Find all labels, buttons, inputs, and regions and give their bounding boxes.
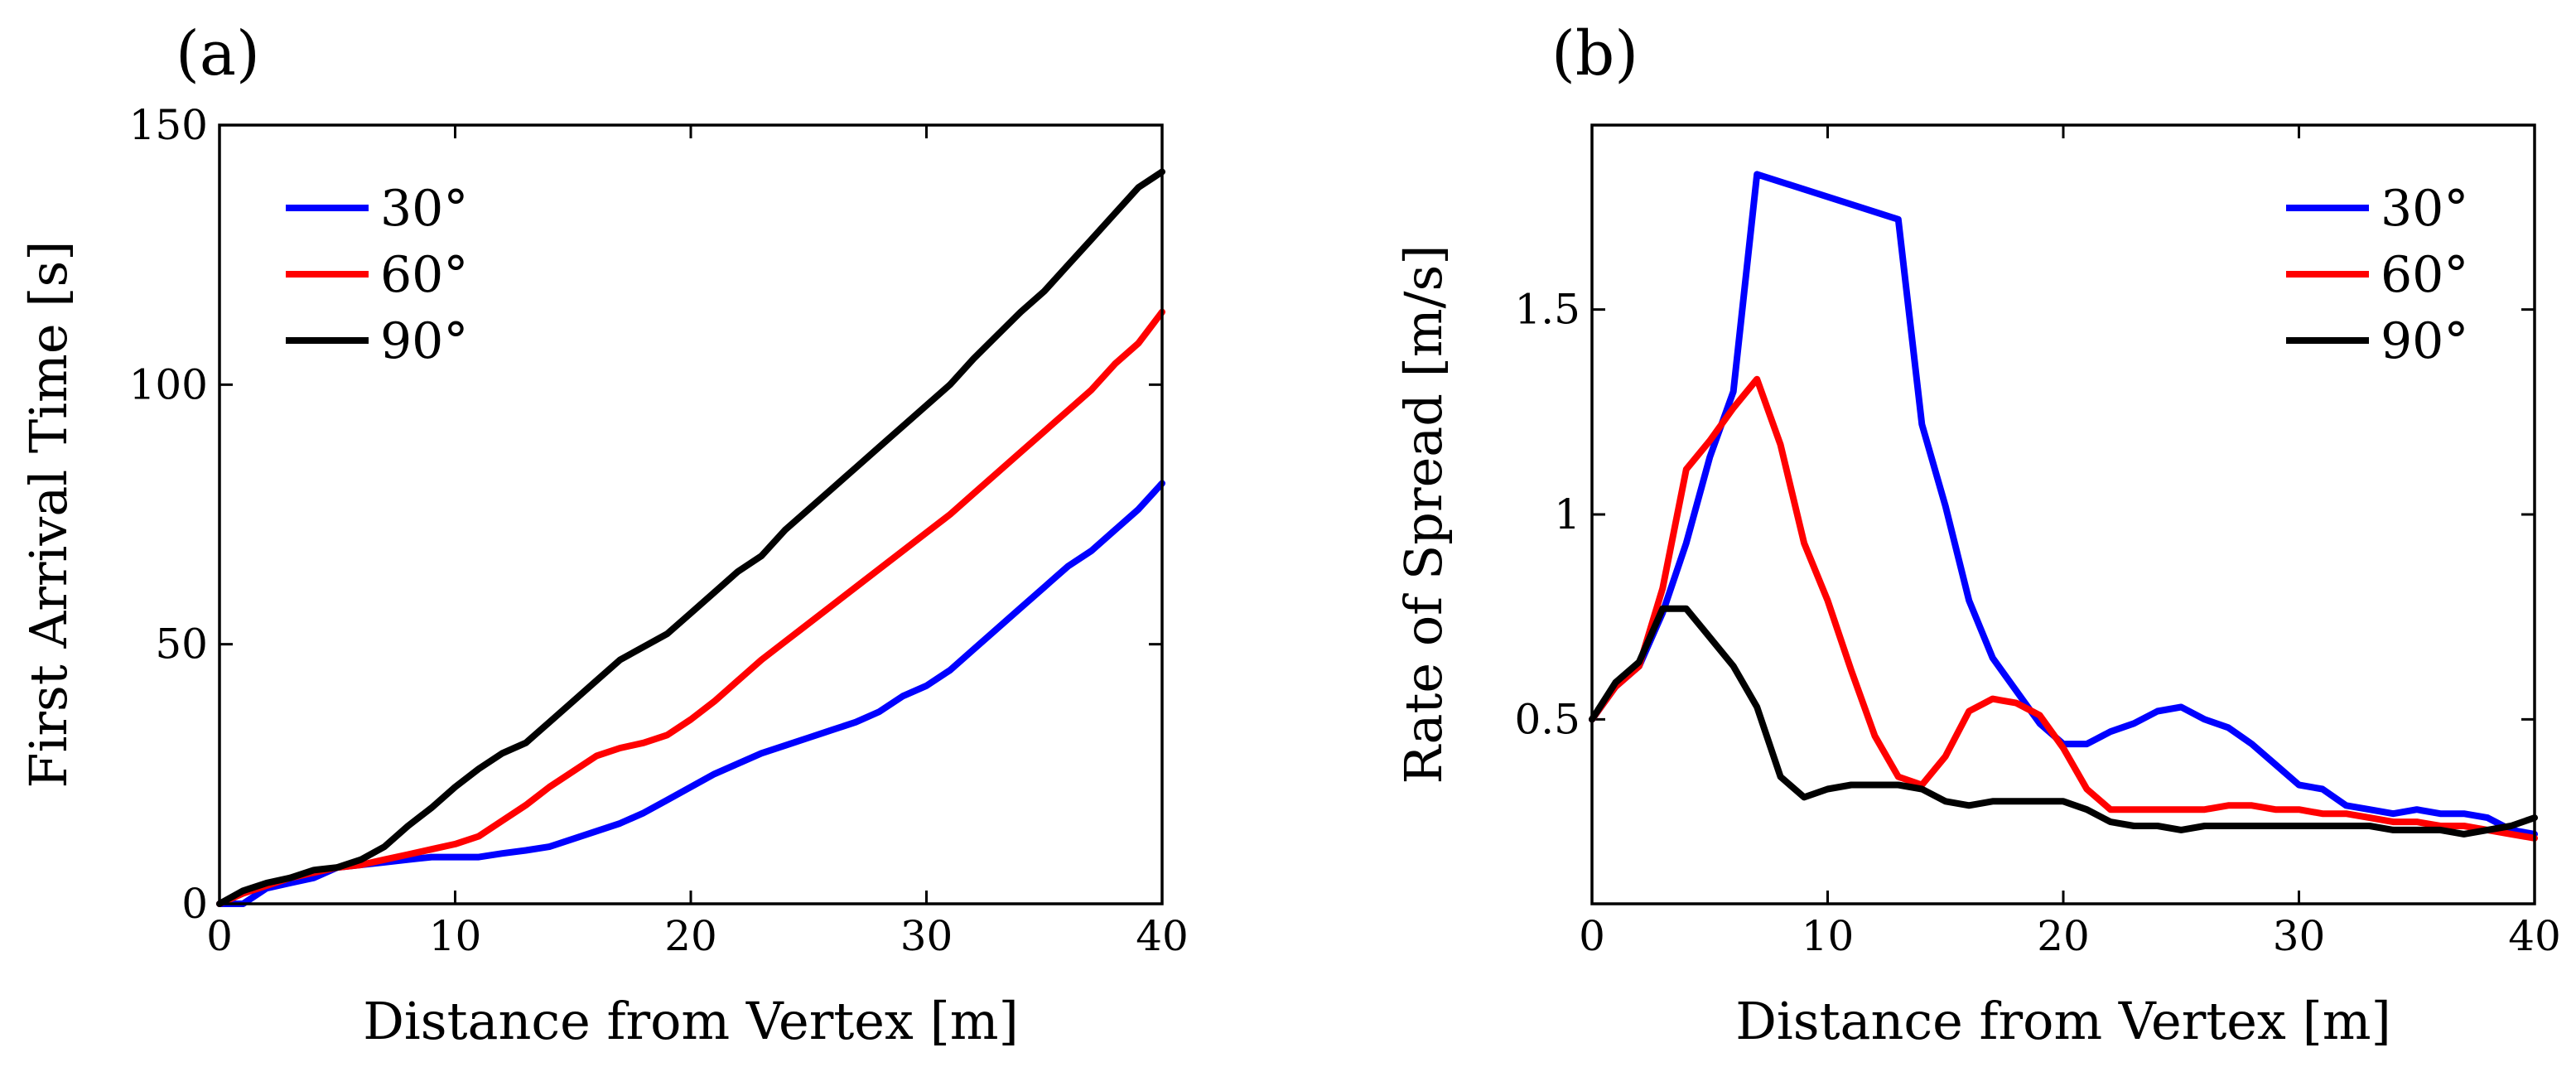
- series-line-60deg: [216, 308, 1165, 907]
- y-tick-label: 0: [181, 880, 208, 928]
- panel-a-x-axis-title: Distance from Vertex [m]: [363, 991, 1019, 1051]
- panel-b-ticks: [1590, 125, 2536, 904]
- panel-b-label: (b): [1551, 18, 1638, 89]
- panel-b-tick-labels: 0 10 20 30 40 0.5 1 1.5: [1514, 286, 2560, 960]
- panel-a-series: [216, 168, 1165, 907]
- x-tick-label: 30: [900, 912, 953, 960]
- series-line-30deg: [1589, 171, 2538, 838]
- x-tick-label: 0: [1579, 912, 1605, 960]
- legend-label: 90°: [2381, 312, 2468, 370]
- x-tick-label: 10: [429, 912, 482, 960]
- y-tick-label: 50: [155, 620, 208, 669]
- panel-b-y-axis-title: Rate of Spread [m/s]: [1393, 244, 1454, 784]
- panel-b-legend: 30° 60° 90°: [2286, 180, 2468, 370]
- series-line-90deg: [216, 168, 1165, 907]
- legend-label: 90°: [380, 312, 468, 370]
- series-line-60deg: [1589, 375, 2538, 842]
- legend-label: 30°: [380, 180, 468, 238]
- x-tick-label: 10: [1802, 912, 1855, 960]
- panel-b-series: [1589, 171, 2538, 842]
- series-line-90deg: [1589, 605, 2538, 838]
- panel-a-tick-labels: 0 10 20 30 40 0 50 100 150: [129, 101, 1189, 960]
- panel-a-plot-frame: [218, 123, 1164, 905]
- x-tick-label: 20: [2037, 912, 2090, 960]
- panel-b-chart: (b) 0 10 20 30 40 0.5 1 1.5 30° 60° 90° Distance …: [1393, 18, 2561, 1051]
- series-line-30deg: [216, 480, 1165, 907]
- y-tick-label: 1: [1554, 490, 1580, 538]
- x-tick-label: 40: [2508, 912, 2561, 960]
- y-tick-label: 100: [129, 360, 208, 408]
- x-tick-label: 40: [1136, 912, 1189, 960]
- x-tick-label: 20: [664, 912, 717, 960]
- legend-label: 60°: [380, 246, 468, 304]
- panel-a-legend: 30° 60° 90°: [286, 180, 468, 370]
- x-tick-label: 0: [206, 912, 233, 960]
- panel-b-plot-frame: [1590, 123, 2536, 905]
- panel-a-y-axis-title: First Arrival Time [s]: [18, 241, 79, 789]
- y-tick-label: 0.5: [1514, 695, 1580, 743]
- legend-label: 60°: [2381, 246, 2468, 304]
- panel-b-x-axis-title: Distance from Vertex [m]: [1735, 991, 2391, 1051]
- panel-a-label: (a): [176, 18, 260, 89]
- panel-a-chart: (a) 0 10 20 30 40 0 50 100 150 30° 60° 90° Distanc…: [18, 18, 1189, 1051]
- y-tick-label: 150: [129, 101, 208, 149]
- legend-label: 30°: [2381, 180, 2468, 238]
- y-tick-label: 1.5: [1514, 286, 1580, 334]
- x-tick-label: 30: [2273, 912, 2326, 960]
